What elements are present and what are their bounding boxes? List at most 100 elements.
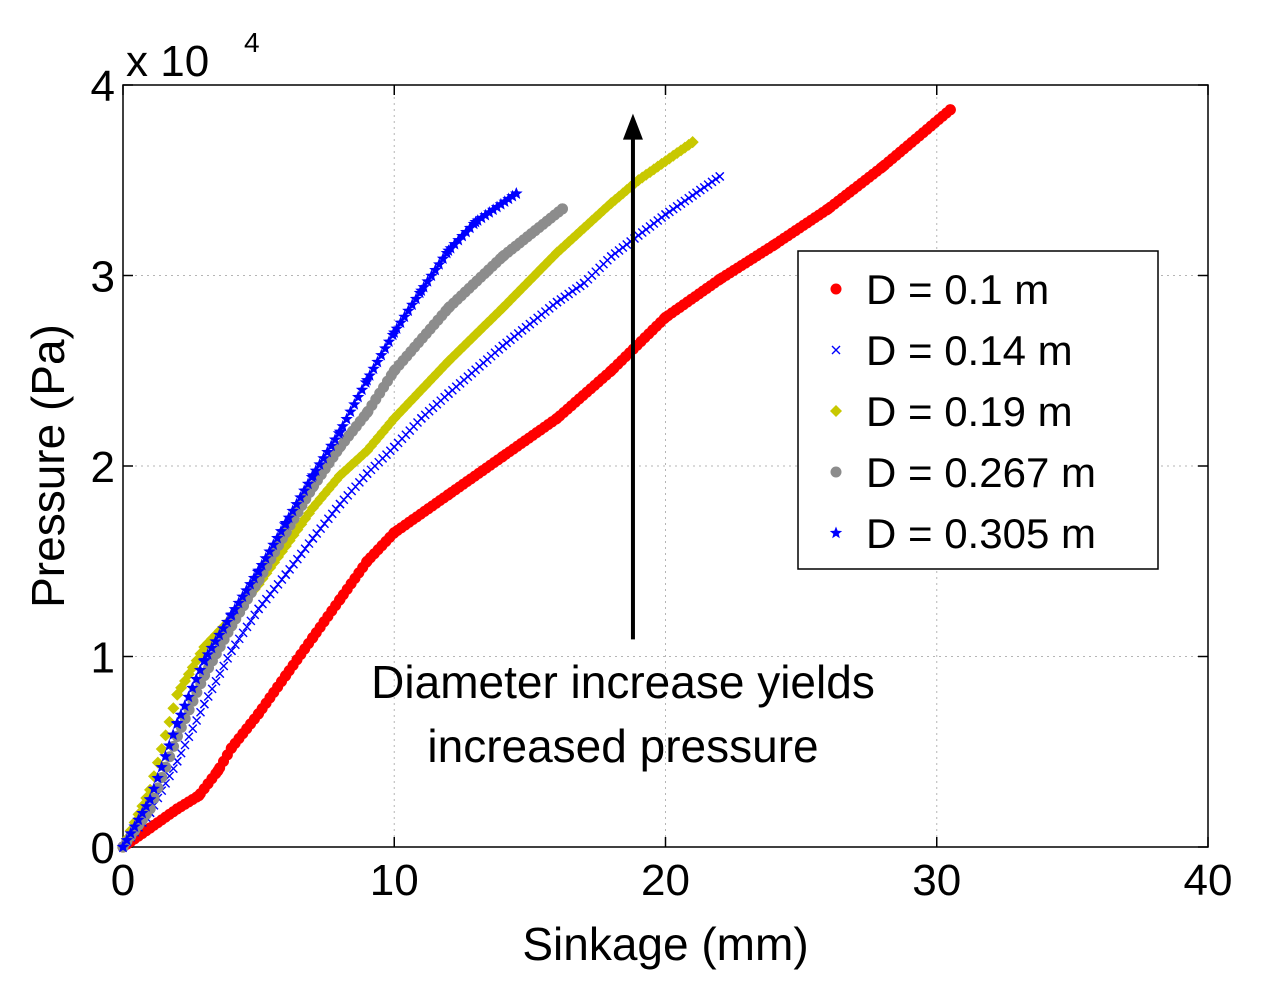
trace-marker [250,610,260,620]
trace-marker [186,681,199,694]
trace-marker [379,342,392,354]
trace-marker [251,565,265,578]
legend-box [797,250,1159,570]
trace-marker [575,281,585,291]
trace-marker [240,584,253,596]
trace-marker [560,292,570,302]
annotation: Diameter increase yields increased press… [371,113,875,772]
series-d-0-305-m [116,187,523,853]
series-d-0-14-m [118,171,725,852]
trace-marker [236,590,249,603]
legend-label: D = 0.14 m [866,327,1073,374]
trace-marker [460,225,473,238]
series-d-0-19-m [117,136,699,853]
trace-marker [147,782,161,795]
trace-marker [298,484,311,496]
trace-marker [556,203,568,215]
trace-marker [228,602,242,615]
legend-entry: D = 0.305 m [829,510,1096,557]
legend-entry: D = 0.14 m [831,327,1073,374]
trace-marker [317,451,330,464]
legend-marker [830,283,842,295]
trace-marker [564,289,574,299]
trace-marker [543,254,556,267]
y-tick-label: 1 [91,634,115,683]
y-tick-label: 4 [91,62,115,111]
trace-marker [190,672,203,685]
trace-marker [246,616,256,626]
trace-marker [271,531,284,544]
trace-marker [269,584,279,594]
legend-entry: D = 0.1 m [830,266,1049,313]
trace-marker [163,739,176,751]
legend-marker [830,466,842,478]
trace-marker [227,646,236,656]
trace-marker [296,549,306,559]
trace-marker [475,211,488,224]
trace-marker [328,433,342,445]
trace-marker [205,641,218,654]
trace-marker [282,511,295,524]
trace-marker [259,551,272,564]
x-axis-label: Sinkage (mm) [522,918,808,970]
trace-marker [124,826,137,839]
trace-marker [196,707,205,717]
trace-marker [223,653,233,663]
trace-marker [703,180,713,190]
trace-marker [661,210,670,220]
trace-marker [371,355,384,368]
trace-marker [359,376,373,388]
trace-marker [452,233,465,246]
trace-marker [230,640,240,650]
trace-marker [242,622,252,632]
trace-marker [203,692,213,701]
trace-marker [180,740,190,750]
trace-marker [301,477,315,490]
trace-marker [254,604,264,614]
trace-marker [367,362,380,375]
legend-label: D = 0.1 m [866,266,1049,313]
trace-marker [375,348,388,361]
trace-marker [695,185,705,195]
trace-marker [699,182,709,192]
trace-marker [502,192,515,205]
x-tick-label: 40 [1184,856,1233,905]
trace-marker [707,177,717,187]
trace-marker [344,405,357,418]
trace-marker [425,269,438,282]
trace-marker [258,599,267,609]
trace-marker [238,628,248,638]
trace-marker [692,188,701,198]
trace-marker [128,820,141,832]
trace-marker [490,200,504,213]
trace-marker [686,136,699,149]
trace-marker [292,554,302,564]
trace-marker [277,574,287,584]
trace-marker [668,204,678,214]
trace-marker [184,732,194,742]
legend-marker [829,526,843,539]
trace-marker [209,634,222,647]
x-tick-label: 0 [111,856,135,905]
trace-marker [471,214,484,226]
trace-marker [220,615,234,628]
trace-marker [308,533,318,543]
trace-marker [305,470,319,483]
trace-marker [285,564,295,574]
trace-marker [386,328,400,341]
y-tick-label: 2 [91,443,115,492]
trace-marker [192,715,202,725]
trace-marker [352,390,365,403]
trace-marker [182,690,195,703]
trace-marker [409,292,423,305]
trace-marker [510,187,523,199]
y-axis-label: Pressure (Pa) [22,324,74,608]
trace-marker [174,708,188,721]
trace-marker [211,676,221,686]
trace-marker [436,252,450,265]
trace-marker [340,412,353,425]
trace-marker [390,322,403,335]
trace-marker [402,304,415,317]
trace-marker [199,699,209,709]
